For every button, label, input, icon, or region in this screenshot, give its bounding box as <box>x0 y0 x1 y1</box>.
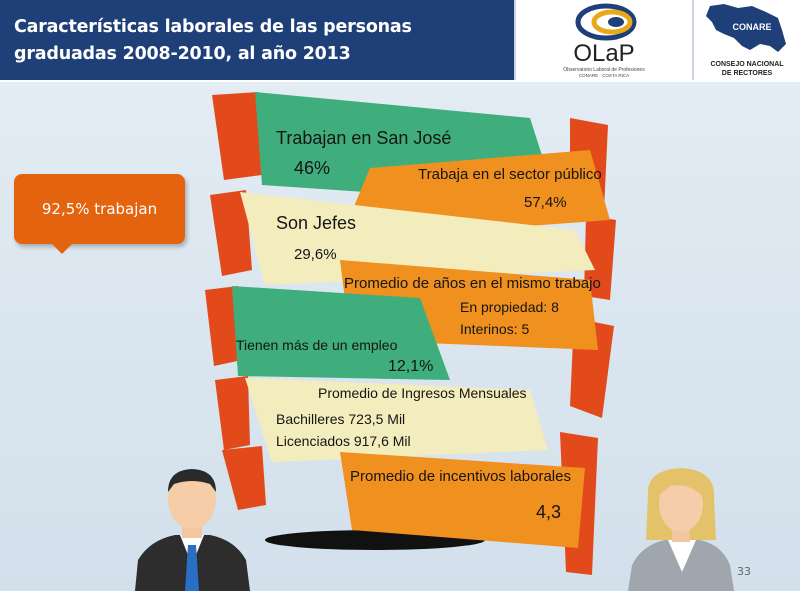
olap-sub-1: Observatorio Laboral de Profesiones <box>563 67 645 73</box>
ribbon-incentivos <box>340 452 585 548</box>
anos-trabajo-label: Promedio de años en el mismo trabajo <box>344 275 601 292</box>
badge-trabajan: 92,5% trabajan <box>14 174 185 254</box>
mas-empleo-label: Tienen más de un empleo <box>236 337 398 353</box>
red-flap <box>212 92 262 180</box>
olap-logo-icon: OLaP Observatorio Laboral de Profesiones… <box>563 3 645 78</box>
header-divider <box>514 0 516 80</box>
red-flap <box>222 446 266 510</box>
header: Características laborales de las persona… <box>0 0 800 82</box>
olap-logo-text: OLaP <box>573 40 634 67</box>
san-jose-label: Trabajan en San José <box>276 128 452 148</box>
conare-line-2: DE RECTORES <box>722 70 773 77</box>
ingresos-line2: Licenciados 917,6 Mil <box>276 433 411 449</box>
costa-rica-map-icon: CONARE CONSEJO NACIONAL DE RECTORES <box>706 4 786 77</box>
sector-publico-value: 57,4% <box>524 194 567 211</box>
jefes-value: 29,6% <box>294 246 337 263</box>
header-divider-2 <box>692 0 694 80</box>
red-flap <box>205 286 242 366</box>
olap-logo: OLaP Observatorio Laboral de Profesiones… <box>516 0 692 80</box>
conare-logo: CONARE CONSEJO NACIONAL DE RECTORES <box>694 0 800 80</box>
ribbon-ingresos <box>245 378 548 462</box>
conare-map-text: CONARE <box>732 22 771 32</box>
conare-line-1: CONSEJO NACIONAL <box>710 61 784 68</box>
ingresos-line1: Bachilleres 723,5 Mil <box>276 411 406 427</box>
businessman-icon <box>135 469 250 591</box>
red-flap <box>584 215 616 300</box>
olap-sub-2: CONARE · COSTA RICA <box>579 73 629 78</box>
incentivos-label: Promedio de incentivos laborales <box>350 468 571 485</box>
ingresos-label: Promedio de Ingresos Mensuales <box>318 385 527 401</box>
page-number: 33 <box>737 565 751 578</box>
ribbon-mas-empleo <box>232 286 450 380</box>
anos-trabajo-line2: Interinos: 5 <box>460 321 530 337</box>
jefes-label: Son Jefes <box>276 213 357 233</box>
sector-publico-label: Trabaja en el sector público <box>418 166 602 183</box>
slide-title: Características laborales de las persona… <box>0 0 515 80</box>
mas-empleo-value: 12,1% <box>388 358 434 375</box>
ribbon-jefes <box>240 192 595 285</box>
san-jose-value: 46% <box>294 158 331 178</box>
anos-trabajo-line1: En propiedad: 8 <box>460 299 559 315</box>
businesswoman-icon <box>628 468 734 591</box>
badge-text: 92,5% trabajan <box>41 200 158 218</box>
incentivos-value: 4,3 <box>536 502 562 522</box>
red-flap <box>210 190 252 276</box>
title-line-1: Características laborales de las persona… <box>14 17 412 37</box>
title-line-2: graduadas 2008-2010, al año 2013 <box>14 44 351 64</box>
red-flap <box>215 376 250 450</box>
